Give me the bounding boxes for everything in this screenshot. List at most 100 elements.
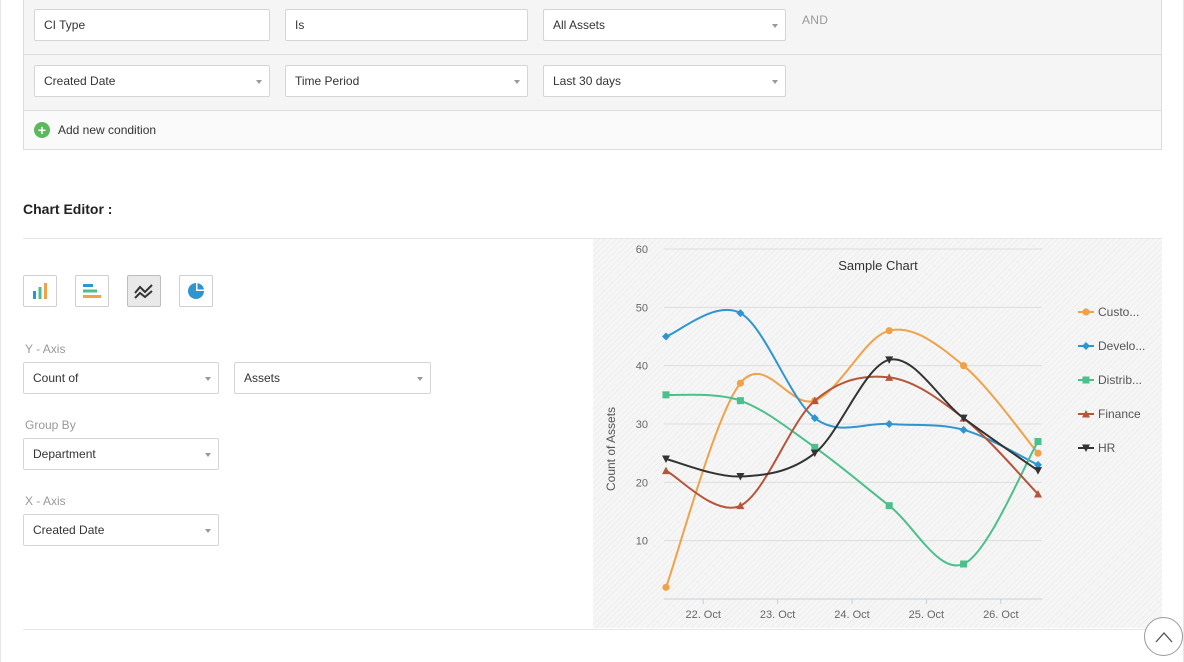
legend-item: Finance (1098, 407, 1141, 421)
filter-conditions-panel: CI Type Is All Assets AND Created Date T… (23, 0, 1162, 150)
legend-marker (1082, 444, 1090, 452)
section-divider (23, 238, 1162, 239)
y-axis-aggregate-select[interactable]: Count of (23, 362, 219, 394)
chart-type-selector (23, 275, 231, 307)
y-axis-aggregate-text: Count of (33, 371, 79, 385)
data-point (960, 560, 968, 568)
legend-marker (1082, 342, 1090, 350)
caret-down-icon (514, 80, 520, 84)
legend-item: Develo... (1098, 339, 1145, 353)
data-point (1034, 449, 1042, 457)
sample-chart-panel: Sample Chart 10 20 30 40 50 60 22. Oct 23. Oct 24… (593, 239, 1162, 628)
data-point (662, 332, 670, 341)
y-tick-label: 40 (636, 361, 648, 373)
chart-title: Sample Chart (838, 258, 918, 273)
pie-chart-button[interactable] (179, 275, 213, 307)
horizontal-bar-chart-icon (83, 284, 101, 298)
y-tick-label: 10 (636, 536, 648, 548)
caret-down-icon (205, 377, 211, 381)
add-condition-button[interactable]: + Add new condition (34, 120, 156, 140)
data-point (810, 449, 819, 458)
data-point (810, 396, 819, 405)
logic-operator-label: AND (802, 13, 829, 27)
condition-field-input[interactable]: CI Type (34, 9, 270, 41)
data-point (736, 379, 744, 387)
horizontal-bar-chart-button[interactable] (75, 275, 109, 307)
y-tick-label: 50 (636, 302, 648, 314)
line-chart-icon (134, 284, 153, 299)
add-condition-label: Add new condition (58, 123, 157, 137)
caret-down-icon (772, 24, 778, 28)
scroll-to-top-button[interactable] (1144, 617, 1183, 656)
data-point (885, 373, 894, 381)
y-axis-field-select[interactable]: Assets (234, 362, 431, 394)
condition-operator-input[interactable]: Is (285, 9, 528, 41)
caret-down-icon (772, 80, 778, 84)
condition-value-select[interactable]: Last 30 days (543, 65, 786, 97)
section-divider (23, 629, 1162, 630)
x-tick-label: 24. Oct (834, 609, 869, 621)
line-chart: Sample Chart 10 20 30 40 50 60 22. Oct 23. Oct 24… (604, 244, 1145, 621)
legend-item: Custo... (1098, 305, 1139, 319)
x-tick-label: 23. Oct (760, 609, 795, 621)
data-point (959, 414, 968, 423)
legend-marker (1082, 410, 1090, 418)
data-point (1034, 438, 1042, 445)
condition-operator-text: Time Period (295, 74, 360, 88)
line-chart-button[interactable] (127, 275, 161, 307)
series-line (665, 308, 1039, 466)
data-point (885, 356, 894, 364)
data-point (662, 466, 670, 475)
x-tick-label: 22. Oct (685, 609, 720, 621)
chevron-up-icon (1155, 631, 1172, 642)
data-point (811, 443, 819, 451)
condition-operator-select[interactable]: Time Period (285, 65, 528, 97)
x-axis-text: Created Date (33, 523, 105, 537)
pie-chart-icon (188, 283, 204, 299)
data-point (1034, 460, 1042, 469)
caret-down-icon (417, 377, 423, 381)
data-point (662, 391, 670, 399)
chart-editor-title: Chart Editor : (23, 201, 113, 217)
condition-field-text: Created Date (44, 74, 116, 88)
legend-item: Distrib... (1098, 373, 1142, 387)
data-point (736, 473, 745, 481)
group-by-text: Department (33, 447, 96, 461)
condition-value-text: Last 30 days (553, 74, 622, 88)
condition-value-text: All Assets (553, 18, 606, 32)
bar-chart-icon (33, 283, 47, 299)
data-point (885, 502, 893, 510)
condition-field-select[interactable]: Created Date (34, 65, 270, 97)
data-point (1034, 490, 1042, 498)
x-tick-label: 25. Oct (909, 609, 944, 621)
data-point (885, 420, 894, 428)
y-tick-label: 20 (636, 477, 648, 489)
group-by-select[interactable]: Department (23, 438, 219, 470)
data-point (736, 309, 745, 318)
data-point (662, 455, 670, 463)
condition-row: CI Type Is All Assets AND (24, 0, 1161, 55)
data-point (1034, 467, 1042, 475)
legend-marker (1082, 308, 1090, 316)
caret-down-icon (256, 80, 262, 84)
y-tick-label: 30 (636, 419, 648, 431)
plus-circle-icon: + (34, 122, 50, 138)
data-point (960, 362, 968, 370)
y-axis-label: Y - Axis (25, 342, 66, 356)
bar-chart-button[interactable] (23, 275, 57, 307)
data-point (959, 425, 968, 434)
x-axis-select[interactable]: Created Date (23, 514, 219, 546)
legend-item: HR (1098, 441, 1116, 455)
caret-down-icon (205, 453, 211, 457)
data-point (662, 583, 670, 591)
data-point (885, 327, 893, 335)
y-tick-label: 60 (636, 244, 648, 256)
condition-value-select[interactable]: All Assets (543, 9, 786, 41)
y-axis-title: Count of Assets (604, 407, 618, 491)
caret-down-icon (205, 529, 211, 533)
condition-row: Created Date Time Period Last 30 days (24, 55, 1161, 111)
x-tick-label: 26. Oct (983, 609, 1018, 621)
x-axis-label: X - Axis (25, 494, 66, 508)
data-point (810, 414, 819, 423)
